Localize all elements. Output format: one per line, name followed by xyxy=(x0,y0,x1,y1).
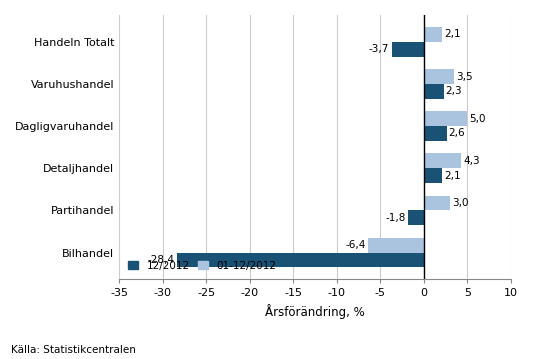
Legend: 12/2012, 01-12/2012: 12/2012, 01-12/2012 xyxy=(124,258,280,274)
Bar xyxy=(392,42,424,56)
Text: 3,5: 3,5 xyxy=(456,71,473,81)
Bar xyxy=(408,210,424,225)
Text: -28,4: -28,4 xyxy=(147,255,174,265)
Bar xyxy=(424,154,462,168)
Bar xyxy=(424,168,442,183)
Text: -1,8: -1,8 xyxy=(385,213,406,223)
Bar xyxy=(424,126,447,141)
Text: -3,7: -3,7 xyxy=(369,44,389,54)
Text: 3,0: 3,0 xyxy=(452,198,469,208)
Text: -6,4: -6,4 xyxy=(345,240,366,250)
Text: Källa: Statistikcentralen: Källa: Statistikcentralen xyxy=(11,345,135,355)
Text: 2,3: 2,3 xyxy=(446,86,462,96)
Bar xyxy=(424,196,450,210)
Bar xyxy=(424,84,444,99)
Text: 2,1: 2,1 xyxy=(444,171,461,181)
Text: 4,3: 4,3 xyxy=(463,156,480,166)
Text: 2,6: 2,6 xyxy=(448,129,465,139)
Text: 2,1: 2,1 xyxy=(444,29,461,39)
Bar xyxy=(368,238,424,252)
X-axis label: Årsförändring, %: Årsförändring, % xyxy=(265,304,365,319)
Bar xyxy=(177,252,424,267)
Bar xyxy=(424,111,467,126)
Text: 5,0: 5,0 xyxy=(469,114,486,124)
Bar xyxy=(424,27,442,42)
Bar xyxy=(424,69,455,84)
